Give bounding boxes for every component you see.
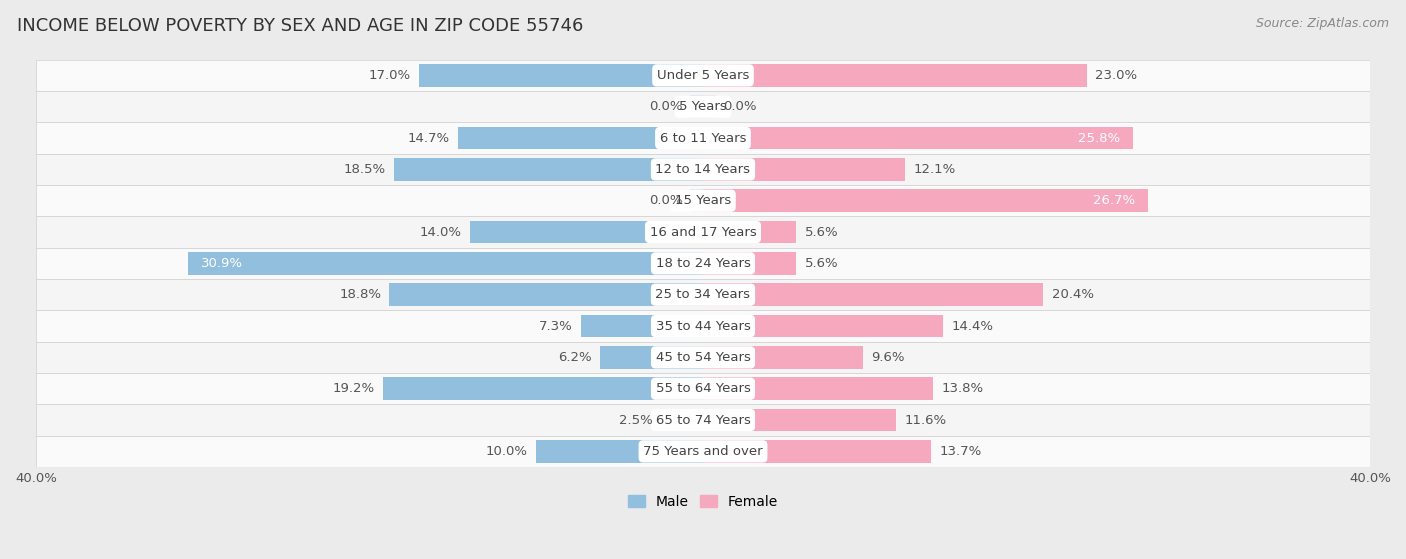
Text: 0.0%: 0.0% (650, 100, 683, 113)
Text: 55 to 64 Years: 55 to 64 Years (655, 382, 751, 395)
Text: 5.6%: 5.6% (804, 225, 838, 239)
Text: 25.8%: 25.8% (1078, 131, 1121, 145)
Text: 12 to 14 Years: 12 to 14 Years (655, 163, 751, 176)
Text: 5.6%: 5.6% (804, 257, 838, 270)
Legend: Male, Female: Male, Female (624, 491, 782, 513)
Bar (661, 409, 703, 432)
Text: Source: ZipAtlas.com: Source: ZipAtlas.com (1256, 17, 1389, 30)
Bar (703, 283, 1043, 306)
Text: 9.6%: 9.6% (872, 351, 905, 364)
Bar (703, 440, 931, 463)
Bar (703, 346, 863, 368)
Text: 7.3%: 7.3% (538, 320, 572, 333)
Bar (382, 377, 703, 400)
Text: 17.0%: 17.0% (368, 69, 411, 82)
Bar (703, 221, 796, 243)
Text: 45 to 54 Years: 45 to 54 Years (655, 351, 751, 364)
Bar (37, 91, 1369, 122)
Text: 6.2%: 6.2% (558, 351, 592, 364)
Text: 75 Years and over: 75 Years and over (643, 445, 763, 458)
Bar (470, 221, 703, 243)
Bar (37, 154, 1369, 185)
Bar (703, 377, 934, 400)
Text: 25 to 34 Years: 25 to 34 Years (655, 288, 751, 301)
Bar (419, 64, 703, 87)
Text: 65 to 74 Years: 65 to 74 Years (655, 414, 751, 427)
Bar (703, 190, 1149, 212)
Bar (703, 409, 897, 432)
Text: 13.8%: 13.8% (942, 382, 984, 395)
Bar (389, 283, 703, 306)
Bar (599, 346, 703, 368)
Bar (536, 440, 703, 463)
Bar (37, 279, 1369, 310)
Bar (37, 310, 1369, 342)
Text: 14.0%: 14.0% (419, 225, 461, 239)
Text: 0.0%: 0.0% (650, 194, 683, 207)
Bar (37, 342, 1369, 373)
Text: 26.7%: 26.7% (1092, 194, 1135, 207)
Text: 20.4%: 20.4% (1052, 288, 1094, 301)
Text: 0.0%: 0.0% (723, 100, 756, 113)
Bar (37, 248, 1369, 279)
Text: 13.7%: 13.7% (939, 445, 981, 458)
Bar (37, 404, 1369, 435)
Bar (37, 60, 1369, 91)
Text: 18.5%: 18.5% (344, 163, 387, 176)
Bar (703, 315, 943, 337)
Text: Under 5 Years: Under 5 Years (657, 69, 749, 82)
Text: 23.0%: 23.0% (1095, 69, 1137, 82)
Bar (581, 315, 703, 337)
Text: 2.5%: 2.5% (619, 414, 652, 427)
Text: 16 and 17 Years: 16 and 17 Years (650, 225, 756, 239)
Bar (37, 373, 1369, 404)
Bar (703, 96, 716, 118)
Text: 12.1%: 12.1% (912, 163, 955, 176)
Text: 19.2%: 19.2% (332, 382, 374, 395)
Bar (703, 252, 796, 274)
Bar (703, 127, 1133, 149)
Bar (703, 158, 905, 181)
Text: 14.4%: 14.4% (952, 320, 994, 333)
Bar (37, 216, 1369, 248)
Text: 35 to 44 Years: 35 to 44 Years (655, 320, 751, 333)
Text: 14.7%: 14.7% (408, 131, 450, 145)
Text: INCOME BELOW POVERTY BY SEX AND AGE IN ZIP CODE 55746: INCOME BELOW POVERTY BY SEX AND AGE IN Z… (17, 17, 583, 35)
Text: 11.6%: 11.6% (905, 414, 946, 427)
Bar (37, 185, 1369, 216)
Bar (395, 158, 703, 181)
Bar (37, 122, 1369, 154)
Bar (690, 190, 703, 212)
Bar (37, 435, 1369, 467)
Text: 18.8%: 18.8% (339, 288, 381, 301)
Bar (458, 127, 703, 149)
Text: 18 to 24 Years: 18 to 24 Years (655, 257, 751, 270)
Bar (187, 252, 703, 274)
Text: 6 to 11 Years: 6 to 11 Years (659, 131, 747, 145)
Text: 30.9%: 30.9% (201, 257, 243, 270)
Text: 10.0%: 10.0% (486, 445, 527, 458)
Text: 15 Years: 15 Years (675, 194, 731, 207)
Text: 5 Years: 5 Years (679, 100, 727, 113)
Bar (690, 96, 703, 118)
Bar (703, 64, 1087, 87)
